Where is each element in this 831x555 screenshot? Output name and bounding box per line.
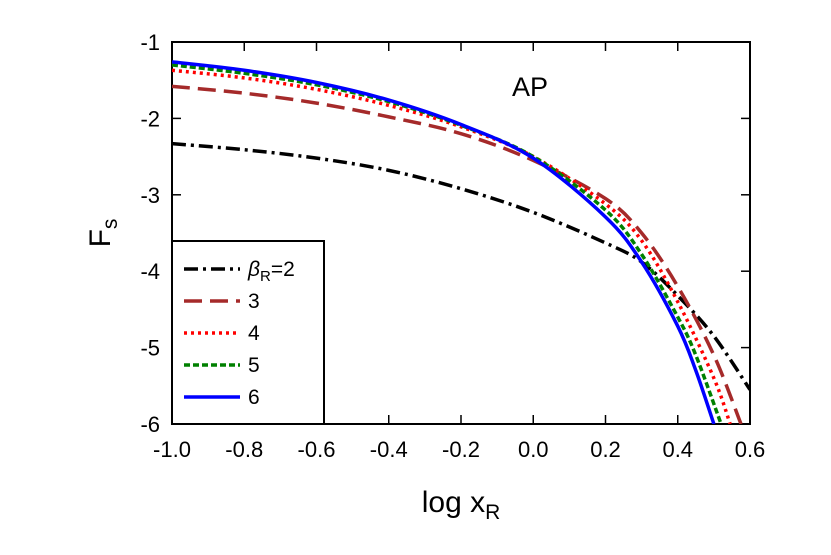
legend-box [171, 240, 325, 425]
legend: βR=2 3 4 5 6 [171, 240, 325, 425]
legend-label-1: 3 [248, 290, 260, 313]
legend-label-0: βR=2 [247, 258, 295, 285]
x-tick-label: -1.0 [153, 437, 191, 462]
legend-beta-symbol: β [247, 258, 260, 281]
plot-annotation: AP [512, 72, 548, 102]
x-tick-label: 0.0 [518, 437, 549, 462]
x-tick-label: -0.6 [298, 437, 336, 462]
x-tick-label: -0.2 [442, 437, 480, 462]
x-axis-title: log xR [422, 486, 501, 524]
y-axis-title-main: F [84, 229, 117, 247]
y-tick-label: -4 [140, 259, 160, 284]
x-tick-label: -0.4 [370, 437, 408, 462]
axis-ticks: -1.0 -0.8 -0.6 -0.4 -0.2 0.0 0.2 0.4 0.6 -1 -2 -3 -4… [140, 30, 765, 462]
series-line-1 [172, 84, 743, 424]
series-line-4 [172, 60, 716, 424]
y-tick-label: -3 [140, 183, 160, 208]
x-axis-title-main: log x [422, 486, 485, 519]
x-tick-label: 0.6 [735, 437, 766, 462]
y-tick-label: -1 [140, 30, 160, 55]
series-layer [172, 60, 750, 424]
y-axis-title-sub: s [99, 219, 122, 230]
y-tick-label: -2 [140, 106, 160, 131]
y-tick-label: -6 [140, 412, 160, 437]
x-tick-label: 0.4 [662, 437, 693, 462]
legend-label-3: 5 [248, 354, 260, 377]
legend-label-4: 6 [248, 386, 260, 409]
x-axis-title-sub: R [485, 501, 500, 524]
legend-beta-eq: =2 [271, 258, 295, 281]
x-tick-label: 0.2 [590, 437, 621, 462]
y-tick-label: -5 [140, 336, 160, 361]
legend-beta-sub: R [260, 268, 271, 285]
legend-lines [184, 267, 240, 399]
y-axis-title: Fs [84, 219, 122, 248]
x-tick-label: -0.8 [225, 437, 263, 462]
legend-label-2: 4 [248, 322, 260, 345]
